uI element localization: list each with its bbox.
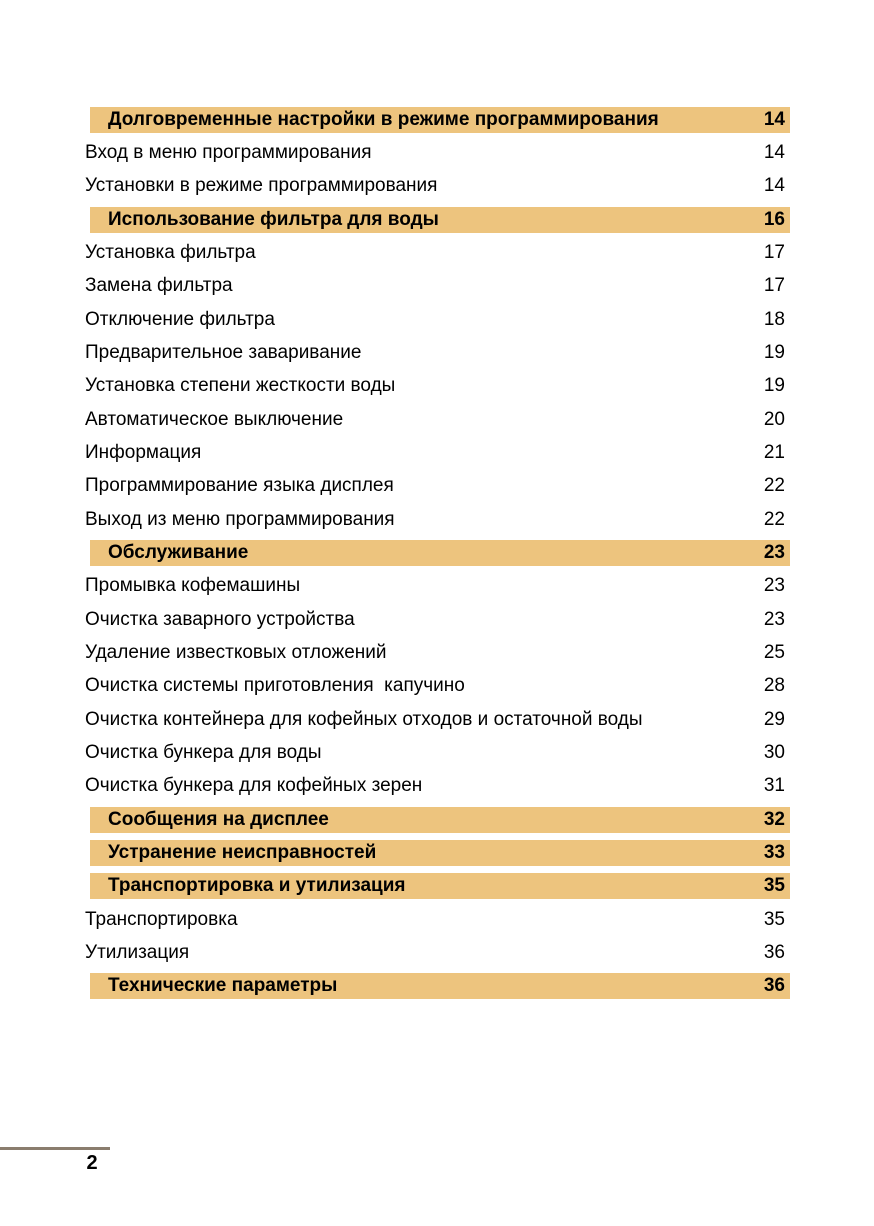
- toc-item-row: Установка степени жесткости воды 19: [85, 370, 785, 403]
- toc-entry-label: Удаление известковых отложений: [85, 641, 387, 663]
- toc-entry-page: 33: [763, 841, 785, 863]
- toc-section-bar: Транспортировка и утилизация 35: [90, 873, 790, 900]
- toc-entry-page: 14: [763, 108, 785, 130]
- toc-entry-label: Долговременные настройки в режиме програ…: [108, 108, 659, 130]
- toc-item-row: Транспортировка 35: [85, 903, 785, 936]
- toc-entry-label: Автоматическое выключение: [85, 408, 344, 430]
- toc-section-row: Долговременные настройки в режиме програ…: [0, 103, 874, 136]
- toc-entry-label: Установка фильтра: [85, 241, 256, 263]
- toc-item-row: Замена фильтра 17: [85, 270, 785, 303]
- toc-entry-label: Транспортировка: [85, 908, 238, 930]
- toc-entry-page: 35: [763, 908, 785, 930]
- toc-section-row: Устранение неисправностей 33: [0, 836, 874, 869]
- toc-item-row: Очистка заварного устройства 23: [85, 603, 785, 636]
- toc-item-row: Установки в режиме программирования 14: [85, 170, 785, 203]
- toc-item-row: Очистка системы приготовления капучино 28: [85, 670, 785, 703]
- toc-item-row: Автоматическое выключение 20: [85, 403, 785, 436]
- toc-entry-page: 36: [763, 975, 785, 997]
- toc-entry-page: 28: [763, 675, 785, 697]
- toc-section-bar: Долговременные настройки в режиме програ…: [90, 106, 790, 133]
- toc-item-row: Информация 21: [85, 436, 785, 469]
- toc-section-row: Обслуживание 23: [0, 536, 874, 569]
- toc-entry-page: 36: [763, 941, 785, 963]
- toc-entry-page: 35: [763, 875, 785, 897]
- toc-entry-page: 23: [763, 575, 785, 597]
- toc-entry-page: 20: [763, 408, 785, 430]
- toc-section-bar: Технические параметры 36: [90, 973, 790, 1000]
- toc-entry-label: Промывка кофемашины: [85, 575, 301, 597]
- toc-entry-label: Сообщения на дисплее: [108, 808, 329, 830]
- toc-section-row: Использование фильтра для воды 16: [0, 203, 874, 236]
- toc-entry-label: Использование фильтра для воды: [108, 208, 439, 230]
- toc-section-bar: Устранение неисправностей 33: [90, 839, 790, 866]
- toc-entry-label: Очистка бункера для кофейных зерен: [85, 775, 423, 797]
- toc-entry-label: Очистка системы приготовления капучино: [85, 675, 465, 697]
- toc-entry-label: Замена фильтра: [85, 275, 233, 297]
- toc-entry-label: Установки в режиме программирования: [85, 175, 438, 197]
- table-of-contents: Долговременные настройки в режиме програ…: [0, 103, 874, 1003]
- toc-entry-label: Очистка заварного устройства: [85, 608, 355, 630]
- toc-entry-page: 19: [763, 341, 785, 363]
- toc-entry-label: Вход в меню программирования: [85, 141, 372, 163]
- toc-entry-page: 29: [763, 708, 785, 730]
- toc-entry-page: 18: [763, 308, 785, 330]
- toc-entry-page: 14: [763, 175, 785, 197]
- toc-entry-page: 16: [763, 208, 785, 230]
- toc-entry-page: 22: [763, 475, 785, 497]
- toc-entry-label: Обслуживание: [108, 541, 249, 563]
- toc-entry-page: 21: [763, 441, 785, 463]
- toc-entry-label: Выход из меню программирования: [85, 508, 395, 530]
- toc-entry-page: 17: [763, 241, 785, 263]
- toc-item-row: Отключение фильтра 18: [85, 303, 785, 336]
- toc-item-row: Промывка кофемашины 23: [85, 570, 785, 603]
- toc-section-row: Технические параметры 36: [0, 970, 874, 1003]
- toc-entry-page: 23: [763, 608, 785, 630]
- toc-item-row: Выход из меню программирования 22: [85, 503, 785, 536]
- toc-item-row: Предварительное заваривание 19: [85, 336, 785, 369]
- toc-item-row: Программирование языка дисплея 22: [85, 470, 785, 503]
- toc-item-row: Очистка контейнера для кофейных отходов …: [85, 703, 785, 736]
- toc-entry-page: 23: [763, 541, 785, 563]
- toc-section-row: Сообщения на дисплее 32: [0, 803, 874, 836]
- toc-item-row: Вход в меню программирования 14: [85, 136, 785, 169]
- toc-entry-page: 19: [763, 375, 785, 397]
- footer-rule: [0, 1147, 110, 1150]
- toc-entry-label: Очистка контейнера для кофейных отходов …: [85, 708, 643, 730]
- toc-item-row: Установка фильтра 17: [85, 236, 785, 269]
- toc-entry-page: 22: [763, 508, 785, 530]
- toc-entry-label: Программирование языка дисплея: [85, 475, 394, 497]
- toc-entry-label: Информация: [85, 441, 202, 463]
- toc-entry-page: 32: [763, 808, 785, 830]
- toc-entry-label: Отключение фильтра: [85, 308, 275, 330]
- toc-entry-label: Транспортировка и утилизация: [108, 875, 406, 897]
- toc-entry-label: Утилизация: [85, 941, 190, 963]
- toc-item-row: Удаление известковых отложений 25: [85, 636, 785, 669]
- toc-entry-page: 31: [763, 775, 785, 797]
- toc-item-row: Утилизация 36: [85, 936, 785, 969]
- toc-entry-page: 30: [763, 741, 785, 763]
- toc-entry-page: 25: [763, 641, 785, 663]
- toc-entry-page: 17: [763, 275, 785, 297]
- toc-entry-label: Очистка бункера для воды: [85, 741, 322, 763]
- toc-section-bar: Обслуживание 23: [90, 539, 790, 566]
- toc-item-row: Очистка бункера для кофейных зерен 31: [85, 770, 785, 803]
- footer-page-number: 2: [86, 1152, 98, 1174]
- toc-section-row: Транспортировка и утилизация 35: [0, 870, 874, 903]
- toc-item-row: Очистка бункера для воды 30: [85, 736, 785, 769]
- toc-entry-label: Установка степени жесткости воды: [85, 375, 396, 397]
- toc-entry-page: 14: [763, 141, 785, 163]
- toc-entry-label: Предварительное заваривание: [85, 341, 362, 363]
- toc-section-bar: Использование фильтра для воды 16: [90, 206, 790, 233]
- toc-entry-label: Устранение неисправностей: [108, 841, 377, 863]
- toc-entry-label: Технические параметры: [108, 975, 338, 997]
- toc-section-bar: Сообщения на дисплее 32: [90, 806, 790, 833]
